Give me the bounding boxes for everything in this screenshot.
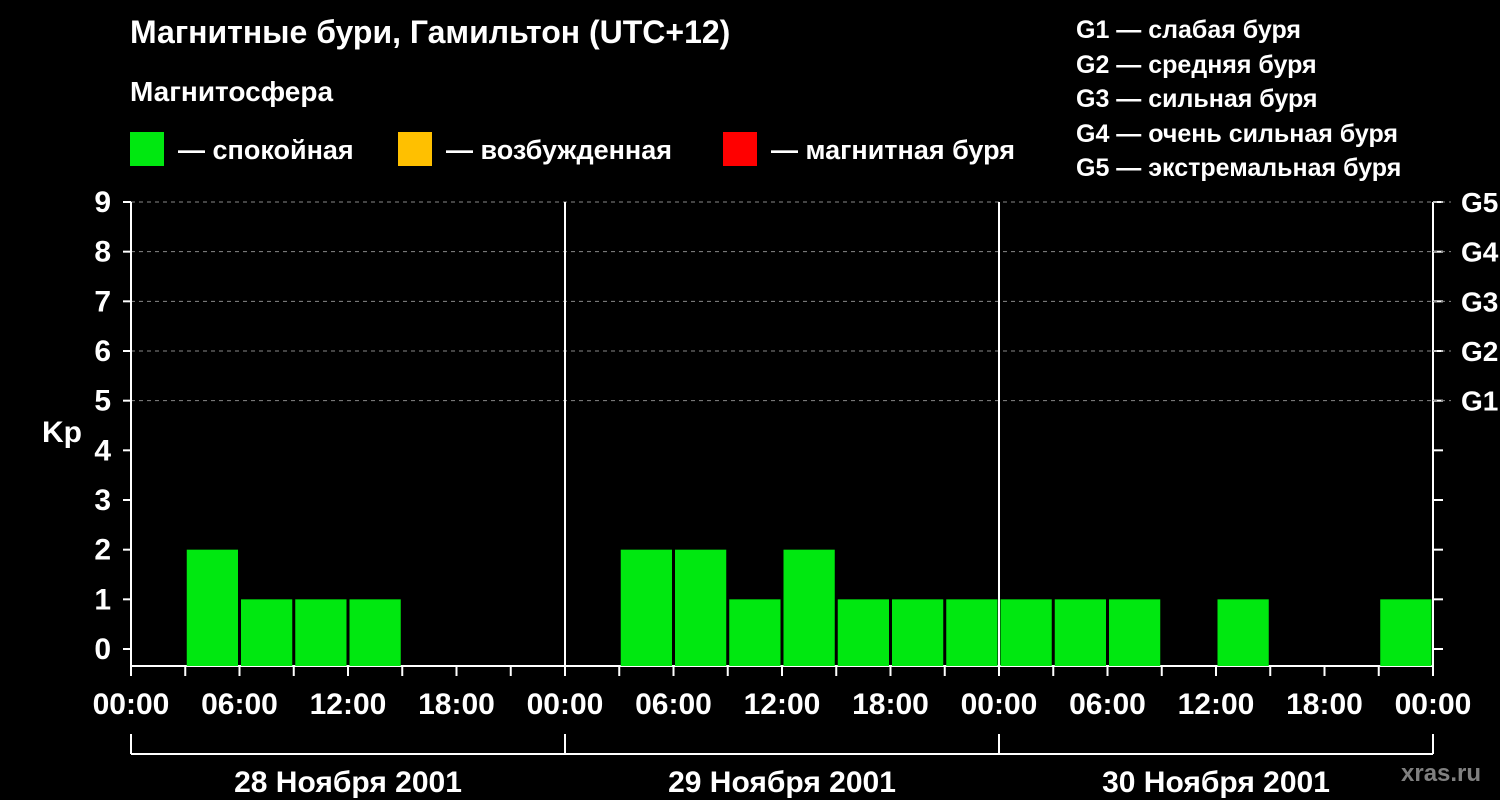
- svg-text:18:00: 18:00: [852, 688, 929, 721]
- svg-text:G5: G5: [1461, 187, 1498, 218]
- svg-text:G1: G1: [1461, 386, 1498, 417]
- svg-text:30 Ноября 2001: 30 Ноября 2001: [1102, 766, 1330, 799]
- svg-text:8: 8: [94, 236, 111, 269]
- svg-text:00:00: 00:00: [1395, 688, 1472, 721]
- svg-text:G3: G3: [1461, 286, 1498, 317]
- svg-text:12:00: 12:00: [1178, 688, 1255, 721]
- svg-text:7: 7: [94, 285, 111, 318]
- svg-text:28 Ноября 2001: 28 Ноября 2001: [234, 766, 462, 799]
- svg-text:2: 2: [94, 534, 111, 567]
- svg-text:6: 6: [94, 335, 111, 368]
- svg-text:3: 3: [94, 484, 111, 517]
- svg-text:00:00: 00:00: [527, 688, 604, 721]
- svg-text:G2: G2: [1461, 336, 1498, 367]
- svg-text:9: 9: [94, 186, 111, 219]
- svg-text:29 Ноября 2001: 29 Ноября 2001: [668, 766, 896, 799]
- svg-text:5: 5: [94, 385, 111, 418]
- svg-text:18:00: 18:00: [418, 688, 495, 721]
- svg-text:4: 4: [94, 434, 111, 467]
- svg-text:1: 1: [94, 583, 111, 616]
- svg-text:Kp: Kp: [42, 416, 82, 449]
- svg-text:06:00: 06:00: [201, 688, 278, 721]
- svg-text:06:00: 06:00: [1069, 688, 1146, 721]
- svg-text:00:00: 00:00: [961, 688, 1038, 721]
- svg-text:0: 0: [94, 633, 111, 666]
- svg-text:06:00: 06:00: [635, 688, 712, 721]
- svg-text:00:00: 00:00: [93, 688, 170, 721]
- svg-text:12:00: 12:00: [310, 688, 387, 721]
- svg-text:G4: G4: [1461, 237, 1499, 268]
- svg-text:12:00: 12:00: [744, 688, 821, 721]
- svg-text:18:00: 18:00: [1286, 688, 1363, 721]
